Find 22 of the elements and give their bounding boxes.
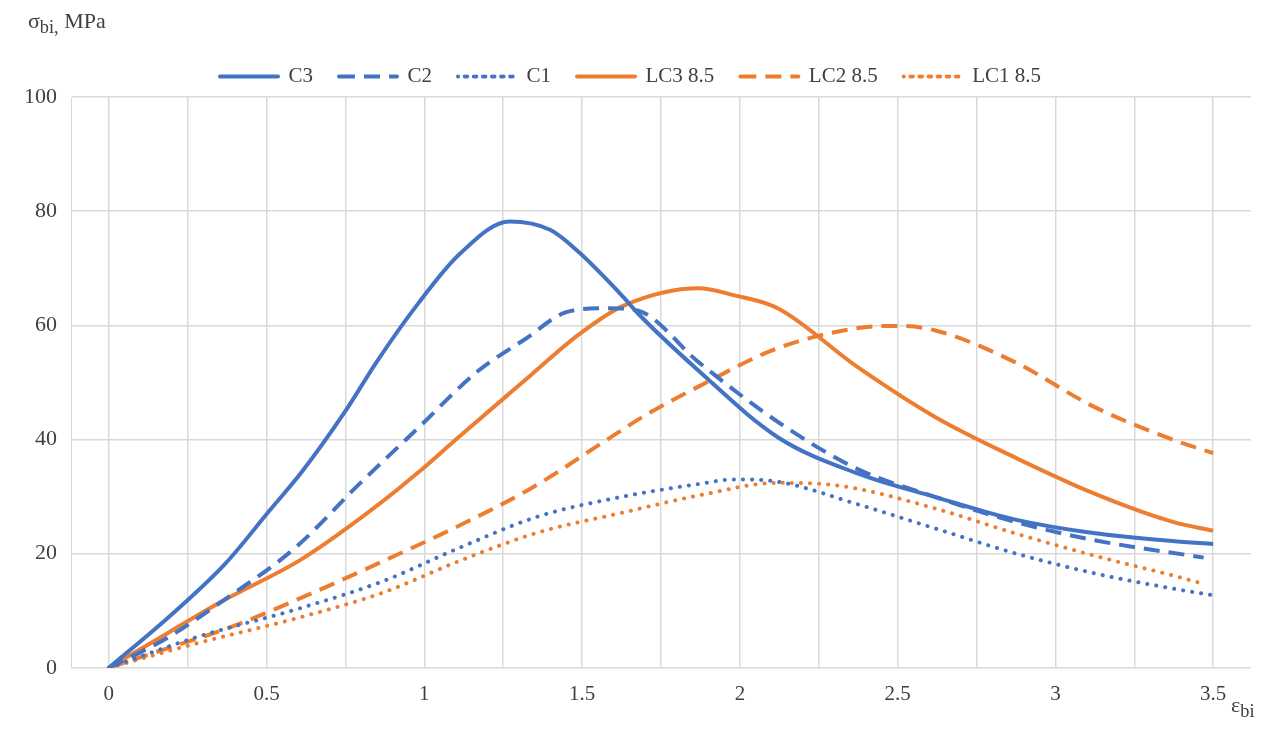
- x-tick-label: 1: [419, 680, 430, 705]
- x-tick-label: 3.5: [1200, 680, 1227, 705]
- y-tick-label: 0: [46, 653, 57, 679]
- y-tick-label: 20: [35, 539, 57, 565]
- y-axis-title: σ$_{bi,}$ MPa: [28, 8, 106, 39]
- legend-label: C1: [526, 63, 552, 88]
- x-axis-title: ε$_{bi}$: [1231, 691, 1255, 723]
- legend-label: LC2 8.5: [808, 63, 878, 88]
- legend-label: C3: [288, 63, 313, 88]
- x-tick-label: 2: [734, 680, 746, 705]
- x-tick-label: 0.5: [253, 680, 280, 705]
- y-tick-label: 40: [35, 425, 57, 451]
- legend-label: LC3 8.5: [645, 63, 715, 88]
- y-tick-label: 80: [35, 196, 57, 222]
- x-tick-label: 1.5: [569, 680, 596, 705]
- y-tick-label: 60: [35, 311, 57, 337]
- x-tick-label: 2.5: [884, 680, 911, 705]
- x-tick-label: 3: [1050, 680, 1061, 705]
- y-tick-label: 100: [24, 82, 57, 108]
- legend-label: C2: [407, 63, 433, 88]
- x-tick-label: 0: [103, 680, 115, 705]
- legend-label: LC1 8.5: [972, 63, 1042, 88]
